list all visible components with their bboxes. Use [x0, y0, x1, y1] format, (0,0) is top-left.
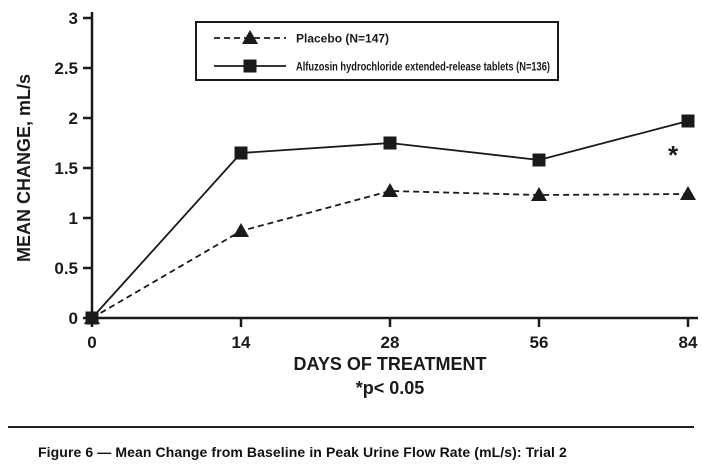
y-tick-label: 2.5 — [54, 59, 78, 78]
triangle-marker — [680, 186, 696, 200]
y-axis-label: MEAN CHANGE, mL/s — [14, 74, 34, 262]
x-tick-label: 0 — [87, 333, 96, 352]
y-tick-label: 2 — [69, 109, 78, 128]
x-tick-label: 28 — [381, 333, 400, 352]
legend-label: Placebo (N=147) — [296, 32, 389, 46]
square-marker — [234, 146, 248, 160]
legend-label: Alfuzosin hydrochloride extended-release… — [296, 60, 550, 74]
y-tick-label: 1.5 — [54, 159, 78, 178]
divider — [8, 426, 694, 428]
x-tick-label: 56 — [530, 333, 549, 352]
y-tick-label: 0 — [69, 309, 78, 328]
line-chart: 0 0.5 1 1.5 2 2.5 3 0 14 28 56 84 MEAN CHANGE, mL/s D… — [14, 9, 698, 398]
triangle-marker — [242, 30, 258, 44]
x-tick-label: 14 — [232, 333, 251, 352]
footnote: *p< 0.05 — [356, 378, 425, 398]
triangle-marker — [531, 187, 547, 201]
square-marker — [383, 136, 397, 150]
tick-labels: 0 0.5 1 1.5 2 2.5 3 0 14 28 56 84 — [54, 9, 698, 352]
series-alfuzosin — [85, 114, 695, 325]
square-marker — [532, 153, 546, 167]
axes — [83, 12, 698, 327]
significance-asterisk: * — [668, 140, 679, 170]
figure-caption: Figure 6 — Mean Change from Baseline in … — [38, 444, 567, 460]
square-marker — [243, 59, 257, 73]
triangle-marker — [233, 223, 249, 237]
square-marker — [681, 114, 695, 128]
series-line — [91, 120, 689, 319]
y-tick-label: 3 — [69, 9, 78, 28]
y-tick-label: 0.5 — [54, 259, 78, 278]
triangle-marker — [382, 183, 398, 197]
y-tick-label: 1 — [69, 209, 78, 228]
x-tick-label: 84 — [679, 333, 698, 352]
legend: Placebo (N=147) Alfuzosin hydrochloride e… — [195, 21, 559, 81]
square-marker — [85, 311, 99, 325]
series-line — [91, 190, 689, 319]
x-axis-label: DAYS OF TREATMENT — [293, 354, 486, 374]
series-placebo — [84, 183, 696, 324]
